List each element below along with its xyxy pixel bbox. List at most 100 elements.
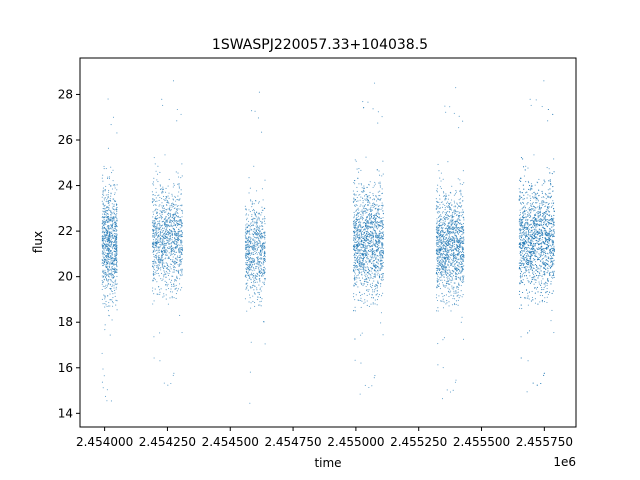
data-point	[355, 221, 358, 223]
data-point	[107, 194, 109, 196]
data-point	[357, 274, 359, 276]
data-point	[374, 269, 376, 271]
data-point	[102, 247, 104, 249]
data-point	[263, 271, 265, 274]
data-point	[164, 238, 166, 240]
data-point	[116, 219, 118, 221]
data-point	[166, 200, 169, 202]
data-point	[443, 271, 445, 273]
data-point	[374, 273, 376, 275]
data-point	[171, 249, 173, 251]
data-point	[108, 218, 110, 220]
data-point	[174, 263, 176, 265]
data-point	[260, 300, 262, 302]
data-point	[158, 199, 160, 202]
data-point	[262, 275, 264, 277]
data-point	[173, 266, 175, 268]
data-point	[360, 334, 362, 336]
data-point	[154, 256, 156, 258]
data-point	[162, 224, 164, 226]
data-point	[115, 224, 118, 226]
data-point	[354, 237, 356, 239]
data-point	[167, 237, 169, 239]
data-point	[249, 297, 251, 299]
data-point	[176, 259, 178, 261]
data-point	[116, 242, 118, 244]
data-point	[439, 245, 441, 247]
data-point	[179, 230, 181, 232]
data-point	[175, 251, 178, 253]
data-point	[110, 279, 112, 281]
data-point	[437, 184, 439, 186]
data-point	[247, 260, 249, 262]
data-point	[257, 264, 260, 266]
data-point	[164, 218, 166, 220]
data-point	[381, 192, 383, 195]
data-point	[172, 256, 174, 258]
data-point	[370, 231, 372, 233]
data-point	[106, 259, 108, 261]
data-point	[248, 267, 250, 269]
data-point	[162, 253, 165, 255]
data-point	[115, 253, 117, 255]
data-point	[377, 280, 379, 282]
data-point	[175, 204, 177, 206]
data-point	[157, 246, 159, 248]
data-point	[261, 271, 263, 273]
data-point	[170, 252, 172, 254]
data-point	[452, 288, 454, 290]
data-point	[256, 236, 258, 238]
data-point	[111, 221, 114, 223]
data-point	[178, 231, 180, 233]
data-point	[353, 278, 355, 280]
data-point	[172, 205, 174, 208]
data-point	[111, 271, 113, 273]
data-point	[380, 234, 382, 236]
data-point	[171, 204, 173, 206]
data-point	[367, 267, 369, 269]
data-point	[101, 258, 103, 261]
data-point	[250, 237, 252, 239]
data-point	[262, 261, 264, 263]
data-point	[258, 217, 260, 219]
data-point	[105, 273, 107, 275]
data-point	[116, 245, 118, 247]
data-point	[174, 204, 176, 206]
data-point	[162, 278, 164, 280]
data-point	[246, 253, 248, 255]
data-point	[259, 287, 261, 289]
data-point	[154, 220, 156, 222]
data-point	[367, 290, 369, 292]
data-point	[460, 260, 462, 262]
data-point	[366, 230, 369, 232]
data-point	[170, 253, 172, 255]
data-point	[162, 230, 164, 232]
data-point	[163, 248, 165, 250]
data-point	[261, 275, 263, 277]
data-point	[363, 107, 365, 109]
data-point	[260, 238, 262, 240]
data-point	[380, 258, 382, 260]
data-point	[107, 206, 109, 208]
data-point	[258, 251, 260, 254]
data-point	[254, 239, 256, 241]
data-point	[252, 249, 254, 251]
data-point	[107, 195, 109, 197]
data-point	[245, 209, 247, 211]
data-point	[382, 334, 384, 336]
data-point	[373, 206, 375, 208]
data-point	[440, 214, 442, 216]
data-point	[368, 250, 370, 253]
data-point	[156, 233, 158, 235]
data-point	[249, 211, 251, 213]
data-point	[178, 187, 180, 189]
data-point	[245, 244, 247, 246]
data-point	[438, 210, 440, 213]
data-point	[368, 194, 370, 197]
data-point	[105, 216, 107, 218]
data-point	[105, 219, 108, 221]
data-point	[159, 240, 161, 242]
data-point	[171, 193, 173, 195]
data-point	[246, 261, 248, 263]
data-point	[159, 213, 161, 215]
